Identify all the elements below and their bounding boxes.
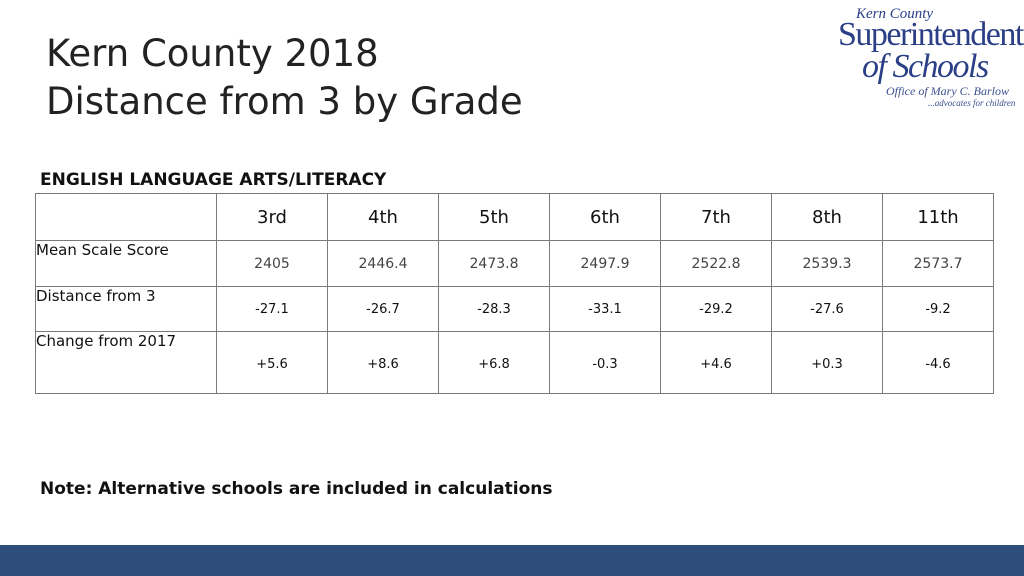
logo-superintendent: Superintendent — [838, 16, 1024, 53]
kcsos-logo: Kern County Superintendent of Schools Of… — [836, 6, 1024, 110]
table-header-row: 3rd 4th 5th 6th 7th 8th 11th — [35, 193, 994, 241]
table-cell: +5.6 — [216, 331, 328, 394]
table-row: Change from 2017 +5.6 +8.6 +6.8 -0.3 +4.… — [35, 331, 994, 394]
table-cell: 2405 — [216, 240, 328, 287]
table-cell: -33.1 — [549, 286, 661, 332]
grade-header: 5th — [438, 193, 550, 241]
table-cell: 2539.3 — [771, 240, 883, 287]
grade-header: 8th — [771, 193, 883, 241]
table-cell: -27.6 — [771, 286, 883, 332]
title-line-1: Kern County 2018 — [46, 32, 379, 75]
slide-title: Kern County 2018 Distance from 3 by Grad… — [46, 30, 523, 126]
grade-header: 7th — [660, 193, 772, 241]
grade-header: 11th — [882, 193, 994, 241]
table-cell: +4.6 — [660, 331, 772, 394]
table-cell: +0.3 — [771, 331, 883, 394]
logo-office: Office of Mary C. Barlow — [886, 84, 1009, 98]
table-cell: -27.1 — [216, 286, 328, 332]
row-label: Mean Scale Score — [35, 240, 217, 287]
logo-of-schools: of Schools — [862, 48, 989, 85]
grade-header: 6th — [549, 193, 661, 241]
grade-header: 3rd — [216, 193, 328, 241]
section-label: ENGLISH LANGUAGE ARTS/LITERACY — [40, 170, 387, 190]
table-cell: -26.7 — [327, 286, 439, 332]
logo-county: Kern County — [856, 6, 934, 22]
grade-header: 4th — [327, 193, 439, 241]
table-cell: -28.3 — [438, 286, 550, 332]
footnote: Note: Alternative schools are included i… — [40, 479, 553, 499]
table-cell: 2573.7 — [882, 240, 994, 287]
title-line-2: Distance from 3 by Grade — [46, 80, 523, 123]
table-row: Distance from 3 -27.1 -26.7 -28.3 -33.1 … — [35, 286, 994, 332]
table-cell: 2497.9 — [549, 240, 661, 287]
table-cell: -0.3 — [549, 331, 661, 394]
table-row: Mean Scale Score 2405 2446.4 2473.8 2497… — [35, 240, 994, 287]
table-cell: 2446.4 — [327, 240, 439, 287]
table-cell: 2473.8 — [438, 240, 550, 287]
footer-bar — [0, 545, 1024, 576]
corner-cell — [35, 193, 217, 241]
row-label: Distance from 3 — [35, 286, 217, 332]
table-cell: +6.8 — [438, 331, 550, 394]
grade-table: 3rd 4th 5th 6th 7th 8th 11th Mean Scale … — [35, 193, 994, 394]
logo-tagline: ...advocates for children — [928, 98, 1016, 108]
table-cell: +8.6 — [327, 331, 439, 394]
table-cell: -29.2 — [660, 286, 772, 332]
table-cell: 2522.8 — [660, 240, 772, 287]
table-cell: -4.6 — [882, 331, 994, 394]
row-label: Change from 2017 — [35, 331, 217, 394]
table-cell: -9.2 — [882, 286, 994, 332]
